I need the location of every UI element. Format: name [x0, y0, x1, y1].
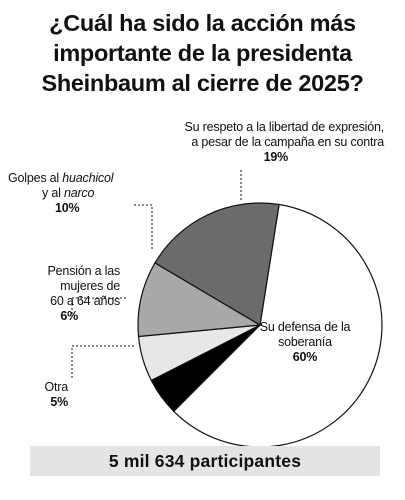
chart-title: ¿Cuál ha sido la acción más importante d…: [0, 8, 405, 98]
title-line-3: Sheinbaum al cierre de 2025?: [41, 70, 364, 96]
title-line-2: importante de la presidenta: [53, 40, 352, 66]
leader-line-golpes: [134, 204, 153, 249]
leader-lines: [71, 170, 242, 378]
pie-slice-golpes: [137, 262, 262, 338]
label-soberania-line-2: soberanía: [278, 335, 332, 349]
label-libertad-value: 19%: [263, 150, 289, 164]
label-otra: Otra 5%: [10, 380, 68, 410]
label-libertad-line-2: a pesar de la campaña en su contra: [191, 135, 384, 149]
pie-slice-soberania: [172, 203, 383, 448]
pie-slices: [137, 202, 383, 448]
label-golpes-line-1: Golpes al huachicol: [8, 171, 114, 185]
participants-banner: 5 mil 634 participantes: [30, 446, 380, 476]
leader-line-pension: [71, 297, 127, 314]
label-libertad: Su respeto a la libertad de expresión, a…: [152, 120, 385, 165]
label-otra-value: 5%: [50, 395, 68, 409]
participants-count: 5 mil 634 participantes: [108, 450, 302, 471]
label-pension-line-2: mujeres de: [60, 279, 120, 293]
label-golpes-line-2: y al narco: [42, 186, 95, 200]
label-golpes-value: 10%: [55, 201, 80, 215]
label-pension: Pensión a las mujeres de 60 a 64 años 6%: [10, 264, 121, 324]
label-pension-line-3: 60 a 64 años: [50, 294, 120, 308]
label-libertad-line-1: Su respeto a la libertad de expresión,: [184, 120, 385, 134]
label-golpes: Golpes al huachicol y al narco 10%: [8, 171, 148, 216]
label-soberania-line-1: Su defensa de la: [259, 320, 351, 334]
leader-line-otra: [71, 345, 135, 378]
title-line-1: ¿Cuál ha sido la acción más: [49, 10, 356, 36]
pie-slice-libertad: [154, 202, 280, 326]
label-golpes-emphasis-1: huachicol: [62, 171, 114, 185]
label-otra-line-1: Otra: [44, 380, 68, 394]
label-soberania-value: 60%: [292, 350, 318, 364]
label-pension-line-1: Pensión a las: [47, 264, 121, 278]
label-pension-value: 6%: [60, 309, 78, 323]
label-soberania: Su defensa de la soberanía 60%: [240, 320, 370, 365]
label-golpes-emphasis-2: narco: [63, 186, 95, 200]
